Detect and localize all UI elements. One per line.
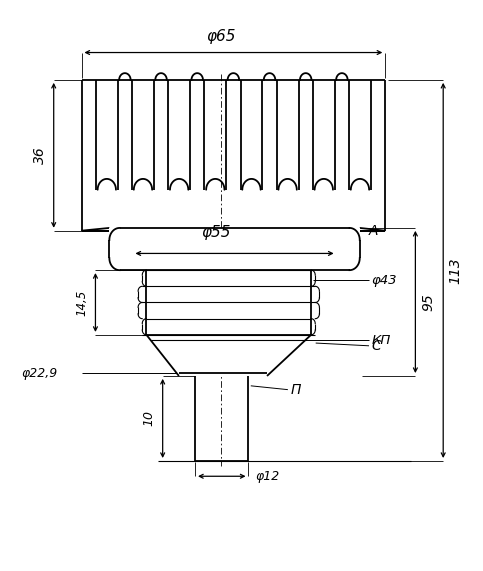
- Polygon shape: [109, 228, 360, 270]
- Text: 113: 113: [449, 257, 463, 284]
- Polygon shape: [146, 270, 311, 335]
- Text: КП: КП: [371, 334, 391, 347]
- Text: 95: 95: [421, 293, 435, 311]
- Text: φ65: φ65: [206, 29, 235, 45]
- Text: 14,5: 14,5: [75, 289, 88, 316]
- Text: φ43: φ43: [371, 274, 397, 287]
- Text: C: C: [371, 339, 381, 353]
- Polygon shape: [146, 335, 311, 376]
- Text: φ12: φ12: [256, 470, 280, 482]
- Text: A: A: [369, 224, 379, 238]
- Text: φ22,9: φ22,9: [21, 367, 57, 380]
- Text: П: П: [290, 383, 300, 397]
- Text: φ55: φ55: [201, 225, 231, 240]
- Text: 36: 36: [33, 146, 47, 164]
- Text: 10: 10: [142, 411, 156, 427]
